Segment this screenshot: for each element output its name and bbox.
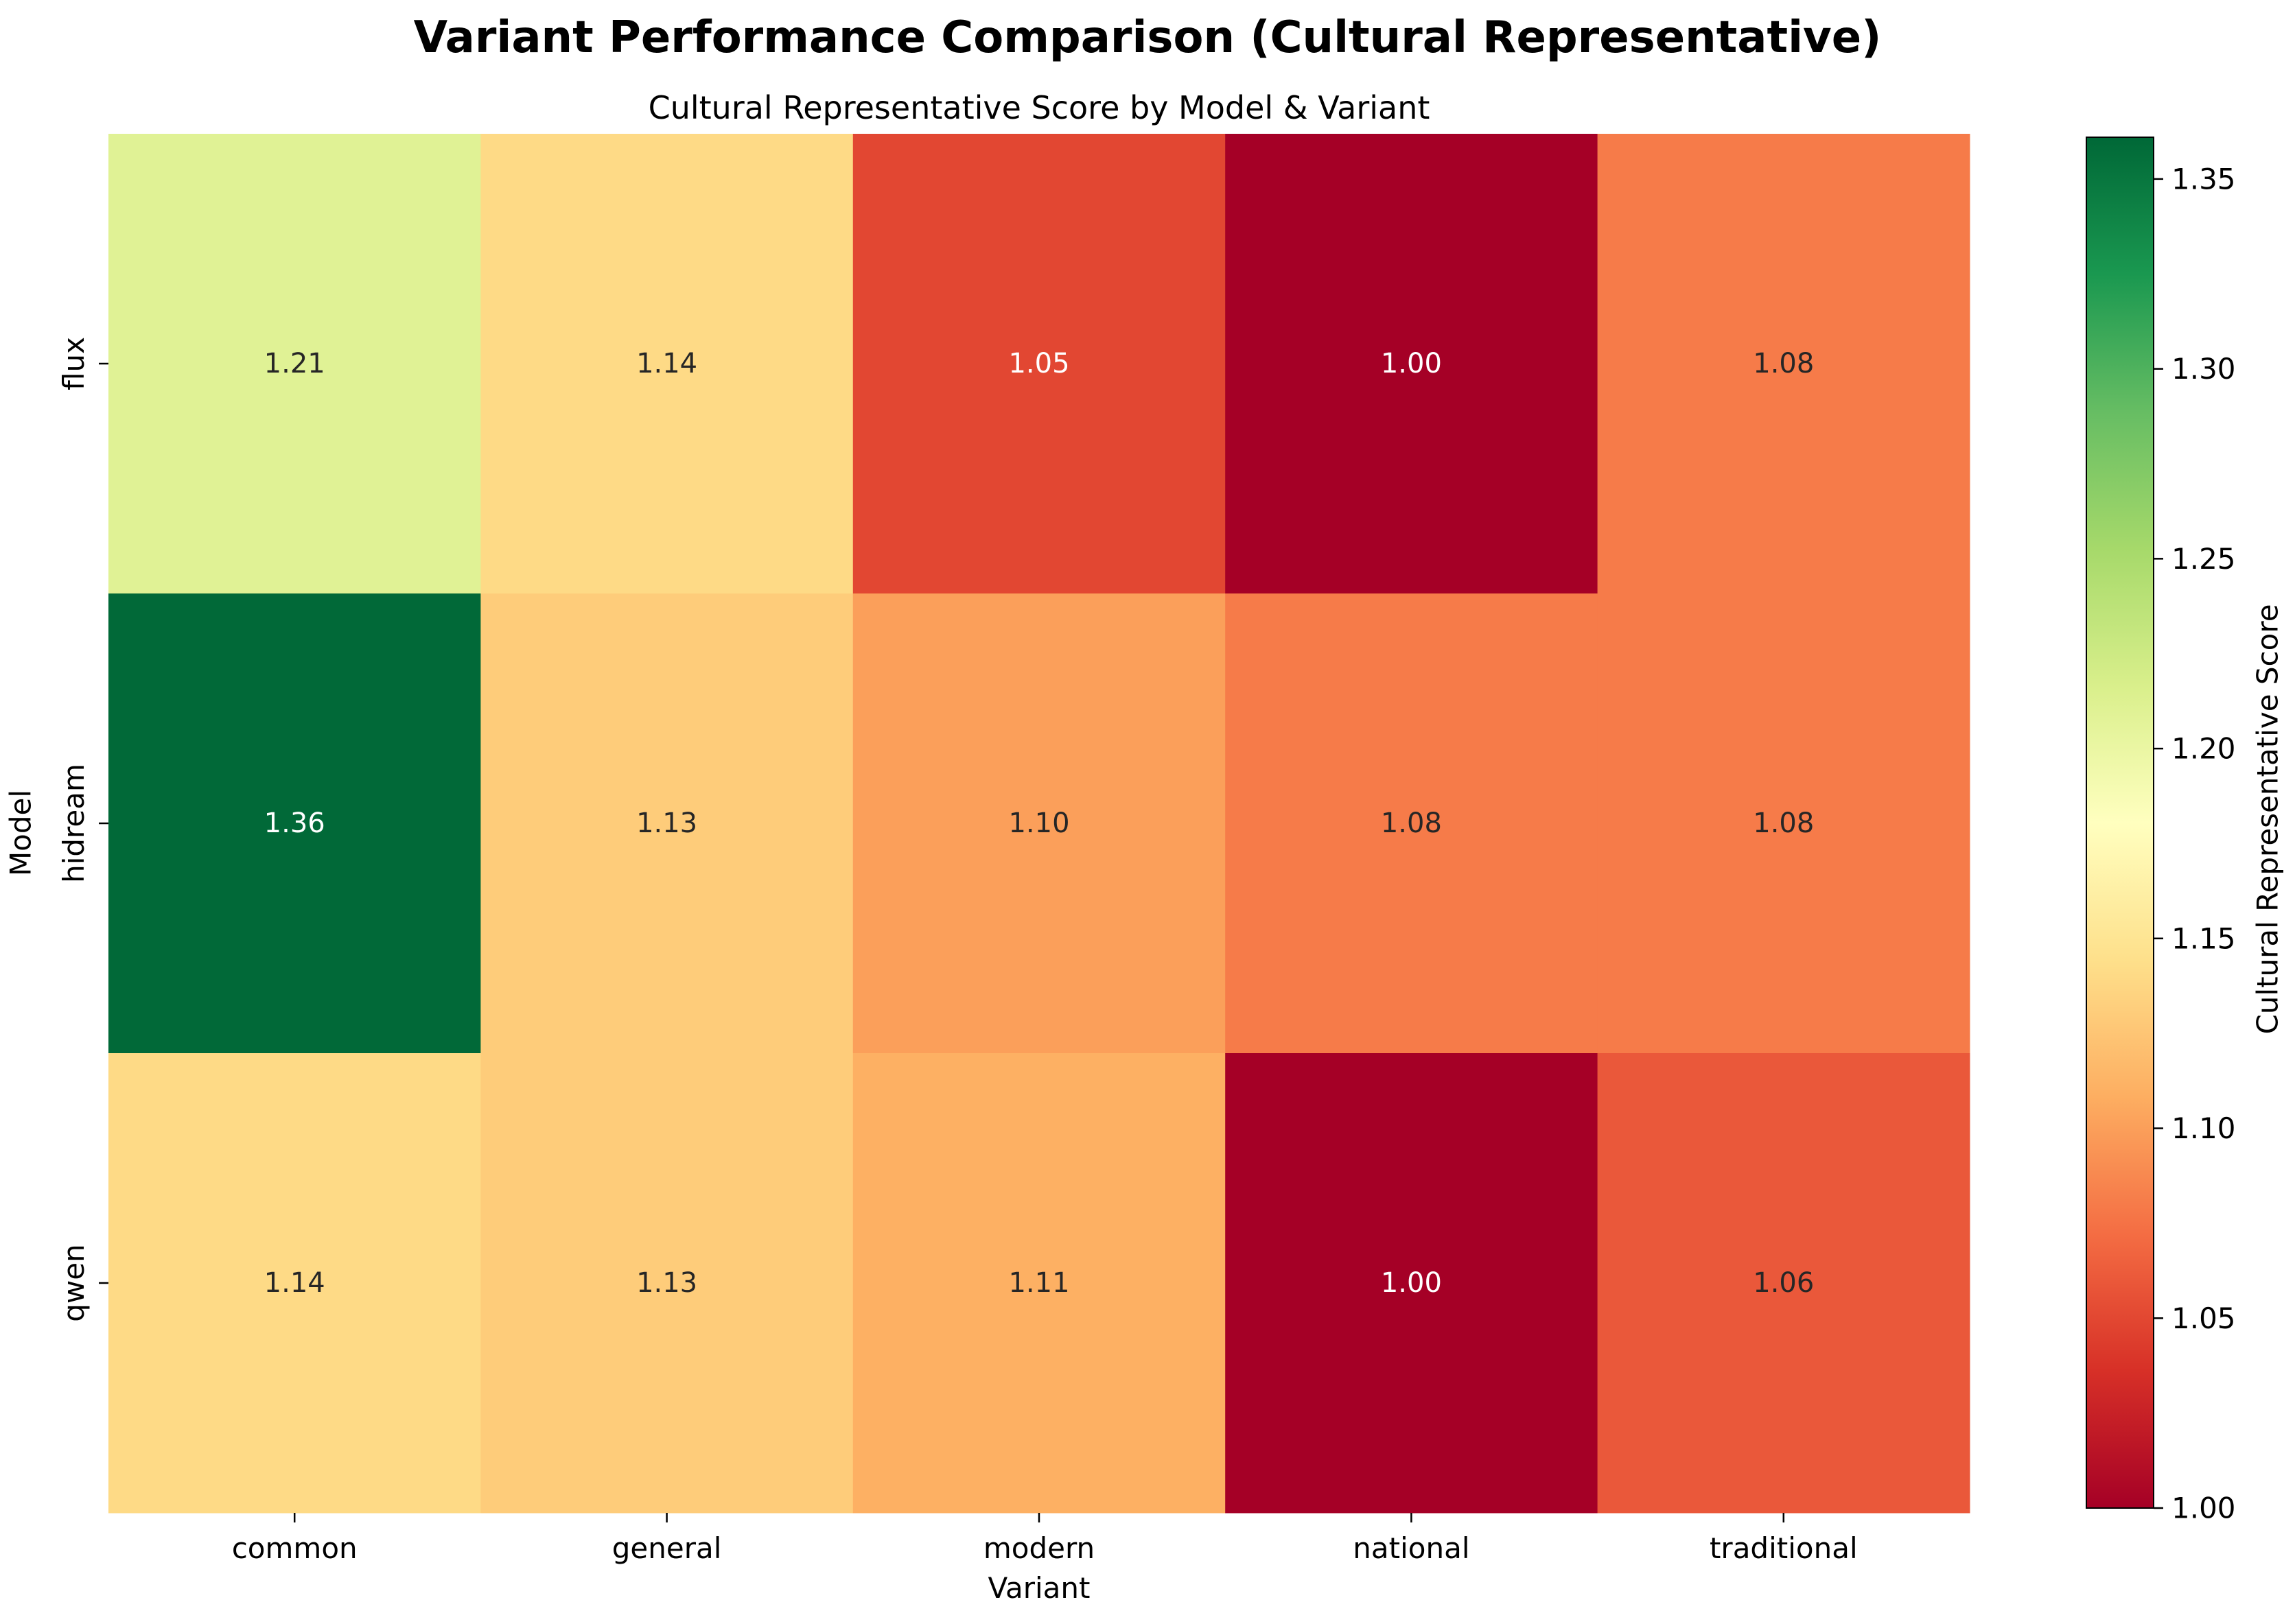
cell-value-label: 1.08 [1753,808,1814,839]
x-axis-ticks: common general modern national traditional [232,1513,1858,1565]
y-tick-label: qwen [57,1244,91,1321]
heatmap-cell [108,593,481,1054]
cell-value-label: 1.14 [636,348,697,379]
heatmap-cell [108,1053,481,1514]
cell-value-label: 1.06 [1753,1267,1814,1299]
y-axis-ticks: flux hidream qwen [57,337,108,1322]
x-tick-label: common [232,1531,358,1565]
y-tick-label: hidream [57,764,91,883]
x-axis-label: Variant [988,1571,1091,1605]
heatmap-cell [1225,134,1598,594]
x-tick-label: traditional [1710,1531,1858,1565]
colorbar-tick-label: 1.00 [2171,1492,2236,1525]
cell-value-label: 1.21 [264,348,325,379]
colorbar-tick-label: 1.15 [2171,921,2236,955]
heatmap-cell [852,593,1226,1054]
colorbar-frame [2086,137,2154,1509]
heatmap-cell [852,1053,1226,1514]
colorbar-tick-label: 1.10 [2171,1111,2236,1145]
x-tick-label: modern [983,1531,1095,1565]
colorbar: 1.00 1.05 1.10 1.15 1.20 1.25 1.30 1.35 [2086,137,2236,1525]
heatmap-cell [1597,1053,1970,1514]
colorbar-tick-label: 1.25 [2171,542,2236,576]
colorbar-tick-label: 1.30 [2171,352,2236,386]
cell-value-label: 1.08 [1381,808,1442,839]
heatmap-cell [108,134,481,594]
cell-value-label: 1.13 [636,808,697,839]
y-tick-label: flux [57,337,91,390]
cell-value-label: 1.10 [1008,808,1069,839]
heatmap-cell [480,134,854,594]
heatmap-cell [1597,593,1970,1054]
chart-subtitle: Cultural Representative Score by Model &… [648,89,1430,126]
heatmap-cell [480,1053,854,1514]
colorbar-gradient [2086,137,2154,1508]
cell-value-label: 1.05 [1008,348,1069,379]
x-tick-label: general [612,1531,722,1565]
cell-value-label: 1.08 [1753,348,1814,379]
cell-value-label: 1.14 [264,1267,325,1299]
heatmap-cells: 1.21 1.14 1.05 1.00 1.08 1.36 1.13 1.10 1.08 1.08… [108,134,1970,1514]
colorbar-tick-label: 1.35 [2171,162,2236,196]
x-tick-label: national [1353,1531,1469,1565]
heatmap-cell [1225,1053,1598,1514]
chart-title: Variant Performance Comparison (Cultural… [413,12,1882,63]
colorbar-tick-label: 1.05 [2171,1302,2236,1335]
cell-value-label: 1.00 [1381,1267,1442,1299]
cell-value-label: 1.11 [1008,1267,1069,1299]
heatmap-cell [1225,593,1598,1054]
colorbar-tick-label: 1.20 [2171,732,2236,766]
heatmap-cell [480,593,854,1054]
cell-value-label: 1.13 [636,1267,697,1299]
cell-value-label: 1.00 [1381,348,1442,379]
heatmap-cell [852,134,1226,594]
heatmap-cell [1597,134,1970,594]
cell-value-label: 1.36 [264,808,325,839]
